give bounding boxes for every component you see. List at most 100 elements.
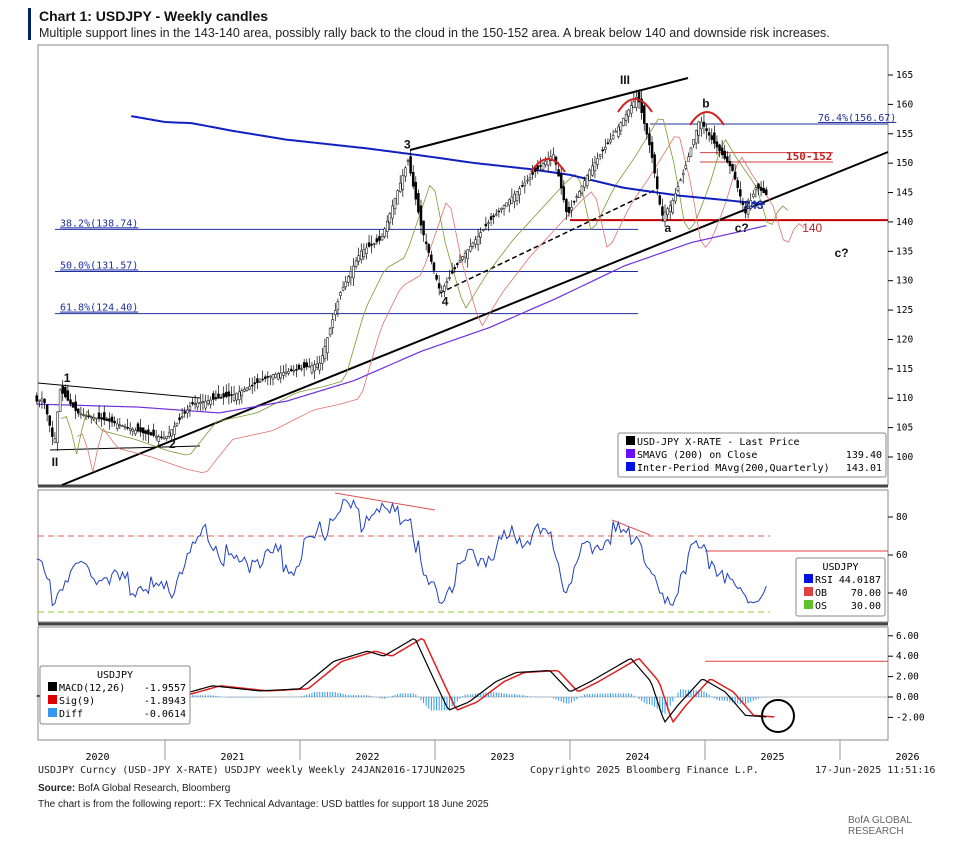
- candle-body: [650, 141, 654, 158]
- candle-body: [183, 411, 186, 414]
- legend-swatch: [804, 574, 813, 583]
- candle-body: [744, 206, 747, 214]
- fib-label: 38.2%(138.74): [60, 218, 138, 229]
- candle-body: [637, 91, 641, 103]
- legend-label: OB: [815, 588, 827, 599]
- candle-body: [258, 381, 262, 383]
- x-tick-label: 2026: [895, 752, 919, 763]
- candle-body: [263, 376, 267, 379]
- candle-body: [248, 386, 251, 390]
- candle-body: [178, 417, 181, 421]
- candle-body: [731, 164, 734, 171]
- chart-header: Chart 1: USDJPY - Weekly candles Multipl…: [28, 8, 830, 40]
- candle-body: [209, 399, 212, 405]
- price-legend: [617, 432, 887, 478]
- rsi-legend: [795, 557, 886, 617]
- candle-body: [269, 375, 272, 378]
- candle-body: [424, 241, 428, 245]
- candle-body: [100, 417, 103, 420]
- candle-body: [752, 193, 755, 197]
- candle-body: [328, 328, 332, 336]
- candle-body: [739, 189, 742, 197]
- candle-body: [671, 199, 675, 213]
- cloud-lower-line: [77, 136, 805, 474]
- fib-label: 61.8%(124.40): [60, 303, 138, 314]
- candle-body: [733, 171, 737, 180]
- legend-swatch: [626, 449, 635, 458]
- candle-body: [523, 182, 527, 186]
- candle-body: [570, 207, 573, 211]
- legend-swatch: [804, 600, 813, 609]
- candle-body: [624, 113, 628, 121]
- candle-body: [71, 402, 75, 408]
- candle-body: [617, 126, 620, 137]
- candle-body: [105, 418, 109, 421]
- candle-body: [141, 427, 145, 434]
- candle-body: [339, 292, 342, 296]
- candle-body: [235, 392, 238, 401]
- candle-body: [495, 213, 498, 216]
- candle-body: [212, 393, 215, 400]
- legend-swatch: [48, 695, 57, 704]
- candle-body: [245, 387, 249, 391]
- candle-body: [186, 409, 189, 414]
- y-tick-label: 140: [896, 217, 913, 228]
- candle-body: [461, 256, 464, 260]
- candle-body: [440, 289, 443, 293]
- candle-body: [528, 177, 532, 180]
- dashed-trendline: [439, 189, 656, 294]
- candle-body: [134, 429, 137, 435]
- candle-body: [217, 393, 220, 399]
- candle-body: [422, 220, 425, 236]
- wave-label: 1: [64, 371, 71, 385]
- legend-label: USD-JPY X-RATE - Last Price: [637, 437, 800, 448]
- wave-label: 2: [169, 437, 176, 451]
- candle-body: [580, 185, 584, 194]
- wave-label: 143: [743, 198, 763, 212]
- candle-body: [648, 133, 651, 146]
- wave-label: 140: [802, 221, 822, 235]
- candle-body: [531, 171, 534, 175]
- candle-body: [674, 193, 677, 202]
- candle-body: [284, 371, 288, 374]
- candle-body: [334, 310, 337, 315]
- candle-body: [710, 135, 713, 140]
- peak-arc: [530, 158, 566, 173]
- candle-body: [170, 429, 173, 437]
- candle-body: [282, 372, 285, 376]
- candle-body: [152, 429, 155, 436]
- legend-label: Diff: [59, 709, 83, 720]
- legend-swatch: [48, 708, 57, 717]
- candle-body: [401, 175, 405, 190]
- candle-body: [58, 389, 62, 412]
- y-tick-label: 155: [896, 129, 913, 140]
- candle-body: [219, 397, 223, 399]
- legend-swatch: [626, 436, 635, 445]
- rsi-divergence-line: [611, 519, 651, 536]
- candle-body: [668, 205, 672, 213]
- peak-arc: [689, 111, 725, 126]
- candle-body: [61, 386, 64, 394]
- x-tick-label: 2024: [625, 752, 649, 763]
- candle-body: [256, 378, 259, 383]
- candle-body: [479, 232, 482, 238]
- candle-body: [95, 417, 98, 420]
- copyright: Copyright© 2025 Bloomberg Finance L.P.: [530, 765, 759, 776]
- x-tick-label: 2022: [355, 752, 379, 763]
- candle-body: [341, 286, 345, 291]
- candle-body: [323, 346, 327, 359]
- candle-body: [196, 402, 199, 408]
- candle-body: [354, 260, 358, 267]
- candle-body: [243, 388, 246, 392]
- y-tick-label: 100: [896, 452, 913, 463]
- rsi-y-tick-label: 60: [896, 550, 908, 561]
- candle-body: [692, 139, 695, 146]
- candle-body: [593, 162, 597, 172]
- candle-body: [661, 206, 664, 216]
- y-tick-label: 125: [896, 305, 913, 316]
- candle-body: [591, 165, 594, 176]
- candle-body: [167, 432, 171, 437]
- candle-body: [108, 418, 111, 422]
- candle-body: [585, 175, 589, 186]
